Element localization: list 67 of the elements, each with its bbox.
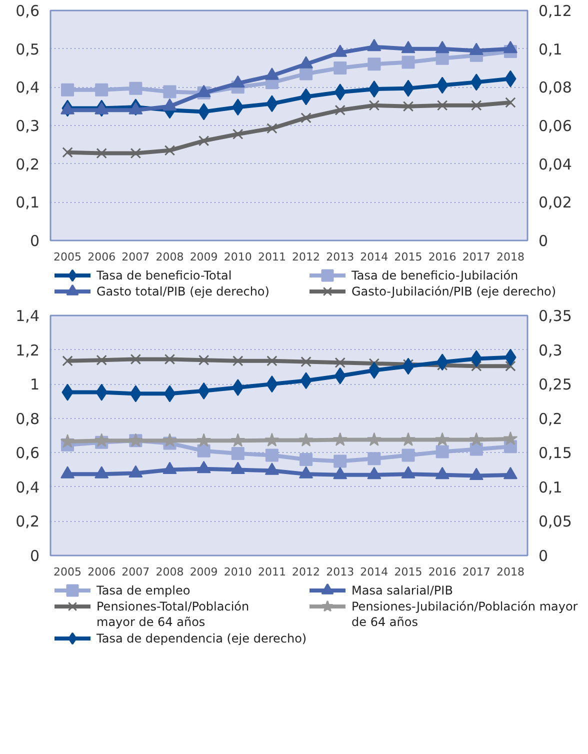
x-tick-label: 2017 — [462, 250, 490, 264]
x-tick-label: 2017 — [462, 566, 490, 578]
x-tick-label: 2007 — [122, 566, 150, 578]
y-tick-label: 0,4 — [16, 78, 40, 97]
x-tick-label: 2015 — [394, 250, 422, 264]
y-tick-label: 0,2 — [16, 512, 40, 531]
y-tick-label: 0,4 — [16, 478, 40, 496]
legend-label: Pensiones-Jubilación/Población mayor de 64 años — [352, 600, 578, 629]
x-tick-label: 2014 — [360, 250, 388, 264]
y-tick-label: 0,6 — [16, 444, 40, 462]
x-tick-label: 2018 — [496, 566, 524, 578]
y-tick-label: 1,4 — [16, 307, 40, 325]
legend-label: Pensiones-Total/Población mayor de 64 años — [96, 600, 250, 629]
legend-label: Tasa de empleo — [96, 584, 190, 598]
x-tick-label: 2012 — [292, 250, 320, 264]
legend-label: Masa salarial/PIB — [352, 584, 453, 598]
y-tick-label: 0,5 — [16, 40, 40, 58]
y-tick-label: 0,8 — [16, 410, 40, 428]
x-tick-label: 2005 — [54, 250, 82, 264]
y2-tick-label: 0 — [538, 232, 548, 250]
x-tick-label: 2008 — [156, 566, 184, 578]
legend-label: Gasto-Jubilación/PIB (eje derecho) — [352, 284, 556, 298]
x-tick-label: 2006 — [88, 250, 116, 264]
x-tick-label: 2008 — [156, 250, 184, 264]
x-tick-label: 2011 — [258, 250, 286, 264]
legend-label: Tasa de dependencia (eje derecho) — [96, 632, 307, 646]
y-tick-label: 0 — [30, 547, 40, 565]
y-tick-label: 0,6 — [16, 2, 40, 20]
x-tick-label: 2009 — [190, 250, 218, 264]
x-tick-label: 2011 — [258, 566, 286, 578]
x-tick-label: 2013 — [326, 250, 354, 264]
y2-tick-label: 0,25 — [538, 376, 572, 394]
y-tick-label: 0,2 — [16, 155, 40, 174]
y2-tick-label: 0,02 — [538, 194, 572, 212]
x-tick-label: 2014 — [360, 566, 388, 578]
y2-tick-label: 0,35 — [538, 307, 572, 325]
y2-tick-label: 0,2 — [538, 410, 562, 428]
x-tick-label: 2016 — [428, 250, 456, 264]
x-tick-label: 2009 — [190, 566, 218, 578]
x-tick-label: 2010 — [224, 566, 252, 578]
y-tick-label: 1 — [30, 376, 40, 394]
y2-tick-label: 0,15 — [538, 444, 572, 462]
y2-tick-label: 0,12 — [538, 2, 572, 20]
y2-tick-label: 0,05 — [538, 512, 572, 531]
y2-tick-label: 0 — [538, 547, 548, 565]
legend-label: Gasto total/PIB (eje derecho) — [96, 284, 270, 298]
x-tick-label: 2010 — [224, 250, 252, 264]
legend-label: Tasa de beneficio-Jubilación — [350, 268, 518, 282]
legend-label: Tasa de beneficio-Total — [96, 268, 232, 282]
y2-tick-label: 0,04 — [538, 155, 572, 174]
y2-tick-label: 0,06 — [538, 117, 572, 135]
y2-tick-label: 0,1 — [538, 478, 562, 496]
x-tick-label: 2006 — [88, 566, 116, 578]
x-tick-label: 2016 — [428, 566, 456, 578]
x-tick-label: 2015 — [394, 566, 422, 578]
y-tick-label: 0 — [30, 232, 40, 250]
y2-tick-label: 0,3 — [538, 341, 562, 360]
x-tick-label: 2005 — [54, 566, 82, 578]
x-tick-label: 2007 — [122, 250, 150, 264]
y-tick-label: 1,2 — [16, 341, 40, 360]
y2-tick-label: 0,08 — [538, 78, 572, 97]
y2-tick-label: 0,1 — [538, 40, 562, 58]
x-tick-label: 2012 — [292, 566, 320, 578]
x-tick-label: 2013 — [326, 566, 354, 578]
x-tick-label: 2018 — [496, 250, 524, 264]
y-tick-label: 0,3 — [16, 117, 40, 135]
y-tick-label: 0,1 — [16, 194, 40, 212]
